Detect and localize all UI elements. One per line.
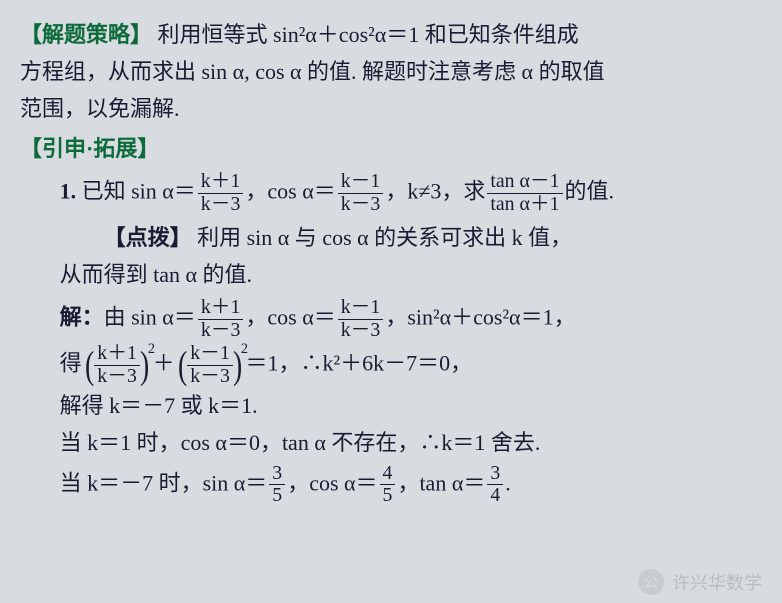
sol3: 解得 k＝－7 或 k＝1. xyxy=(60,389,762,423)
prob-text-1: 已知 sin α＝ xyxy=(82,179,196,204)
sol1a: 由 sin α＝ xyxy=(104,305,196,330)
sol2c: ＝1，∴k²＋6k－7＝0， xyxy=(246,350,473,375)
paren-2: (k－1k－3)2 xyxy=(180,344,240,387)
page-content: 【解题策略】 利用恒等式 sin²α＋cos²α＝1 和已知条件组成 方程组，从… xyxy=(20,18,762,506)
prob-text-4: 的值. xyxy=(565,179,615,204)
sol5c: ，tan α＝ xyxy=(397,470,485,495)
hint-block: 【点拨】 利用 sin α 与 cos α 的关系可求出 k 值， 从而得到 t… xyxy=(20,221,762,292)
res-frac2: 45 xyxy=(380,464,396,507)
solution-label: 解： xyxy=(60,305,104,330)
sol5a: 当 k＝－7 时，sin α＝ xyxy=(60,470,268,495)
prob-text-3: ，k≠3，求 xyxy=(385,179,485,204)
strategy-block: 【解题策略】 利用恒等式 sin²α＋cos²α＝1 和已知条件组成 方程组，从… xyxy=(20,18,762,126)
sol5d: . xyxy=(505,470,511,495)
hint-line1: 利用 sin α 与 cos α 的关系可求出 k 值， xyxy=(197,225,572,250)
strategy-line1: 利用恒等式 sin²α＋cos²α＝1 和已知条件组成 xyxy=(158,22,579,47)
strategy-line2: 方程组，从而求出 sin α, cos α 的值. 解题时注意考虑 α 的取值 xyxy=(20,55,762,89)
solution-block: 解：由 sin α＝k＋1k－3，cos α＝k－1k－3，sin²α＋cos²… xyxy=(20,298,762,506)
sol-frac2: k－1k－3 xyxy=(338,298,384,341)
frac-sin: k＋1k－3 xyxy=(198,172,244,215)
sol4: 当 k＝1 时，cos α＝0，tan α 不存在，∴k＝1 舍去. xyxy=(60,426,762,460)
watermark: 公 许兴华数学 xyxy=(638,569,762,595)
extension-heading-row: 【引申·拓展】 xyxy=(20,132,762,166)
sol1b: ，cos α＝ xyxy=(245,305,335,330)
strategy-heading: 【解题策略】 xyxy=(20,22,152,47)
watermark-text: 许兴华数学 xyxy=(672,569,762,595)
sol5b: ，cos α＝ xyxy=(287,470,377,495)
res-frac3: 34 xyxy=(487,464,503,507)
res-frac1: 35 xyxy=(269,464,285,507)
frac-tan: tan α－1tan α＋1 xyxy=(487,172,562,215)
frac-cos: k－1k－3 xyxy=(338,172,384,215)
hint-label: 【点拨】 xyxy=(104,225,192,250)
sol-frac1: k＋1k－3 xyxy=(198,298,244,341)
sol2a: 得 xyxy=(60,350,88,375)
hint-line2: 从而得到 tan α 的值. xyxy=(60,258,762,292)
problem-number: 1. xyxy=(60,179,77,204)
extension-heading: 【引申·拓展】 xyxy=(20,136,159,161)
wechat-icon: 公 xyxy=(638,569,664,595)
paren-1: (k＋1k－3)2 xyxy=(87,344,147,387)
strategy-line3: 范围，以免漏解. xyxy=(20,92,762,126)
sol1c: ，sin²α＋cos²α＝1， xyxy=(385,305,575,330)
problem-1: 1. 已知 sin α＝k＋1k－3，cos α＝k－1k－3，k≠3，求tan… xyxy=(20,172,762,215)
prob-text-2: ，cos α＝ xyxy=(245,179,335,204)
